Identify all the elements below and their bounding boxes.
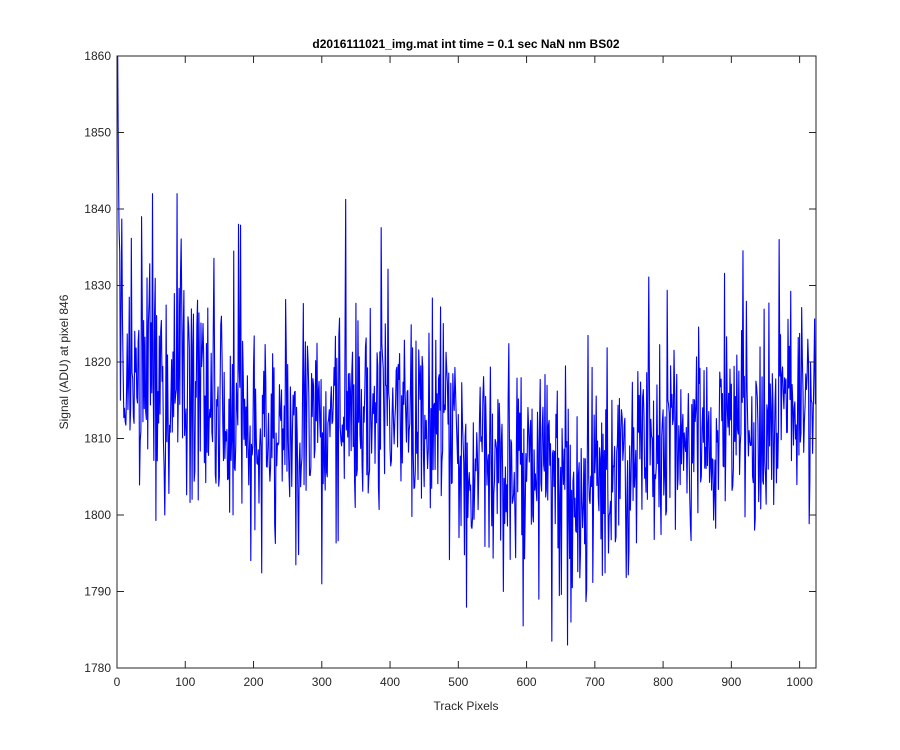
x-tick-label: 0 xyxy=(114,675,121,689)
x-tick-label: 500 xyxy=(448,675,468,689)
x-axis-ticks: 0 100 200 300 400 500 600 700 800 900 1000 xyxy=(114,56,813,689)
x-tick-label: 900 xyxy=(721,675,741,689)
x-tick-label: 100 xyxy=(175,675,195,689)
y-tick-label: 1850 xyxy=(84,126,111,140)
y-axis-ticks: 1780 1790 1800 1810 1820 1830 1840 1850 1860 xyxy=(84,49,816,675)
x-tick-label: 600 xyxy=(517,675,537,689)
y-tick-label: 1800 xyxy=(84,508,111,522)
x-tick-label: 800 xyxy=(653,675,673,689)
x-tick-label: 200 xyxy=(244,675,264,689)
y-tick-label: 1790 xyxy=(84,585,111,599)
chart-title: d2016111021_img.mat int time = 0.1 sec N… xyxy=(312,37,619,51)
y-tick-label: 1830 xyxy=(84,279,111,293)
series-layer xyxy=(117,55,817,646)
x-tick-label: 400 xyxy=(380,675,400,689)
signal-series-line xyxy=(117,55,817,646)
y-tick-label: 1840 xyxy=(84,202,111,216)
x-tick-label: 700 xyxy=(585,675,605,689)
x-tick-label: 300 xyxy=(312,675,332,689)
x-tick-label: 1000 xyxy=(786,675,813,689)
y-tick-label: 1860 xyxy=(84,49,111,63)
y-tick-label: 1820 xyxy=(84,355,111,369)
y-tick-label: 1810 xyxy=(84,432,111,446)
y-axis-label: Signal (ADU) at pixel 846 xyxy=(57,294,71,429)
y-tick-label: 1780 xyxy=(84,661,111,675)
x-axis-label: Track Pixels xyxy=(434,699,499,713)
